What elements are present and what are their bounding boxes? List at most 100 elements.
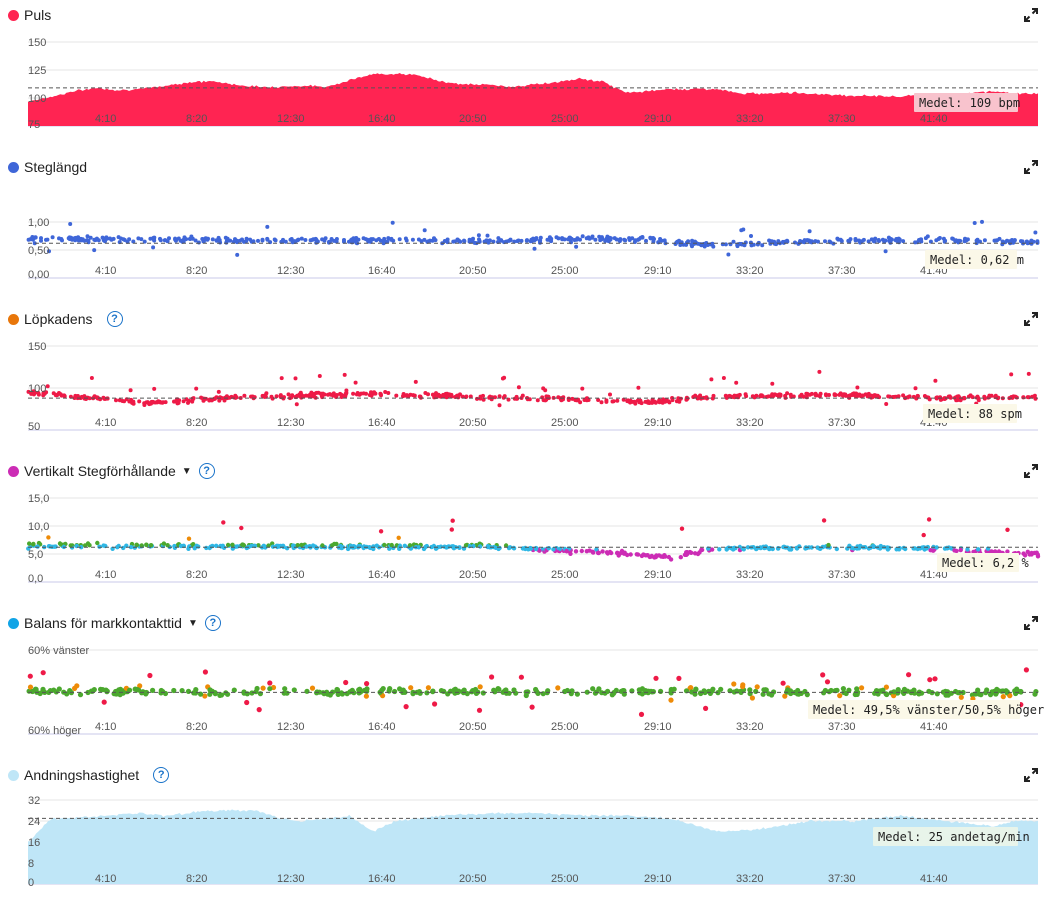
data-point <box>780 680 786 686</box>
data-point <box>389 237 394 242</box>
data-point <box>901 686 908 692</box>
data-point <box>265 237 270 242</box>
data-point <box>109 237 114 242</box>
data-point <box>915 394 920 399</box>
data-point <box>52 544 57 549</box>
data-point <box>274 394 279 399</box>
panel-title: Löpkadens <box>24 311 93 327</box>
data-point <box>659 238 664 243</box>
mean-label: Medel: 6,2 % <box>942 556 1029 570</box>
data-point <box>254 685 260 692</box>
data-point <box>832 393 837 397</box>
dropdown-icon[interactable]: ▼ <box>181 465 192 477</box>
data-point <box>266 543 271 548</box>
data-point <box>788 392 793 397</box>
data-point <box>758 545 763 550</box>
data-point <box>485 233 490 238</box>
data-point <box>1007 239 1012 244</box>
help-icon[interactable]: ? <box>204 615 221 631</box>
data-point <box>36 540 42 546</box>
expand-icon[interactable] <box>1024 160 1038 174</box>
data-point <box>824 679 831 685</box>
data-point <box>27 541 32 546</box>
data-point <box>117 398 122 403</box>
data-point <box>891 689 897 695</box>
y-tick-label: 60% vänster <box>28 645 89 657</box>
data-point <box>639 401 644 406</box>
data-point <box>974 238 979 243</box>
x-tick-label: 41:40 <box>920 113 948 125</box>
data-point <box>314 545 319 550</box>
data-point <box>671 686 677 692</box>
data-point <box>621 551 626 556</box>
mean-label: Medel: 49,5% vänster/50,5% höger <box>813 703 1044 717</box>
data-point <box>853 238 858 243</box>
expand-icon[interactable] <box>1024 464 1038 478</box>
data-point <box>73 235 78 240</box>
data-point <box>953 688 959 695</box>
data-point <box>412 393 417 398</box>
panel-header: Löpkadens ? <box>8 308 123 330</box>
expand-icon[interactable] <box>1024 768 1038 782</box>
data-point <box>134 542 140 548</box>
data-point <box>67 235 72 240</box>
dropdown-icon[interactable]: ▼ <box>187 617 198 629</box>
mean-label: Medel: 88 spm <box>928 407 1022 421</box>
x-tick-label: 37:30 <box>828 569 856 581</box>
data-point <box>57 391 61 395</box>
data-point <box>331 393 336 398</box>
expand-icon[interactable] <box>1024 8 1038 22</box>
help-icon[interactable]: ? <box>153 767 170 783</box>
data-point <box>165 239 170 244</box>
data-point <box>75 394 80 398</box>
expand-icon[interactable] <box>1024 616 1038 630</box>
data-point <box>872 690 878 696</box>
data-point <box>606 239 611 244</box>
data-point <box>883 684 890 690</box>
data-point <box>894 547 899 552</box>
data-point <box>404 238 409 243</box>
data-point <box>820 672 826 678</box>
data-point <box>330 543 335 548</box>
data-point <box>596 686 602 692</box>
data-point <box>987 692 994 698</box>
expand-icon[interactable] <box>1024 312 1038 326</box>
data-point <box>1009 372 1014 377</box>
y-tick-label: 0 <box>28 877 34 889</box>
data-point <box>587 236 592 241</box>
data-point <box>809 545 814 550</box>
data-point <box>36 391 41 395</box>
data-point <box>821 518 827 523</box>
x-tick-label: 25:00 <box>551 265 579 277</box>
data-point <box>202 669 208 675</box>
data-point <box>745 545 751 550</box>
data-point <box>194 386 199 391</box>
data-point <box>580 386 585 391</box>
data-point <box>201 237 206 242</box>
data-point <box>396 535 401 540</box>
data-point <box>343 391 348 396</box>
data-point <box>224 240 229 245</box>
data-point <box>750 394 755 399</box>
data-point <box>854 686 860 692</box>
data-point <box>1029 552 1034 557</box>
data-point <box>371 544 376 549</box>
data-point <box>162 690 169 697</box>
help-icon[interactable]: ? <box>106 311 123 327</box>
x-tick-label: 29:10 <box>644 873 672 885</box>
x-tick-label: 25:00 <box>551 873 579 885</box>
data-point <box>523 545 528 551</box>
data-point <box>822 687 829 694</box>
data-point <box>397 237 402 242</box>
data-point <box>885 547 891 552</box>
data-point <box>923 236 928 241</box>
data-point <box>270 544 276 549</box>
data-point <box>623 238 628 243</box>
panel-title: Steglängd <box>24 159 88 175</box>
help-icon[interactable]: ? <box>198 463 215 479</box>
data-point <box>177 398 182 403</box>
data-point <box>410 237 415 242</box>
data-point <box>710 686 716 692</box>
data-point <box>33 235 38 240</box>
data-point <box>426 239 431 244</box>
